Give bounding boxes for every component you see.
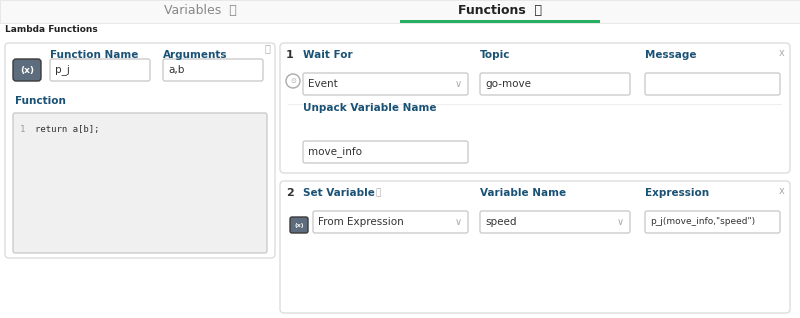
Text: p_j: p_j	[55, 65, 70, 75]
Text: Variable Name: Variable Name	[480, 188, 566, 198]
Text: ⊙: ⊙	[290, 78, 296, 84]
Text: 1: 1	[286, 50, 294, 60]
FancyBboxPatch shape	[280, 43, 790, 173]
Text: 2: 2	[286, 188, 294, 198]
Text: x: x	[779, 186, 785, 196]
Text: ∨: ∨	[454, 217, 462, 227]
Bar	[0, 0, 800, 23]
Text: Lambda Functions: Lambda Functions	[5, 24, 98, 33]
Text: Unpack Variable Name: Unpack Variable Name	[303, 103, 437, 113]
Text: go-move: go-move	[485, 79, 531, 89]
FancyBboxPatch shape	[163, 59, 263, 81]
Text: speed: speed	[485, 217, 517, 227]
FancyBboxPatch shape	[280, 181, 790, 313]
Text: Expression: Expression	[645, 188, 709, 198]
Text: 🔒: 🔒	[264, 43, 270, 53]
FancyBboxPatch shape	[313, 211, 468, 233]
Text: (x): (x)	[294, 223, 304, 227]
Text: From Expression: From Expression	[318, 217, 404, 227]
Text: move_info: move_info	[308, 147, 362, 157]
Text: Set Variable: Set Variable	[303, 188, 375, 198]
Text: Event: Event	[308, 79, 338, 89]
Text: ∨: ∨	[617, 217, 623, 227]
FancyBboxPatch shape	[5, 43, 275, 258]
Text: p_j(move_info,"speed"): p_j(move_info,"speed")	[650, 218, 755, 226]
Text: return a[b];: return a[b];	[35, 125, 99, 134]
Text: 1: 1	[20, 125, 26, 134]
FancyBboxPatch shape	[645, 73, 780, 95]
Text: Wait For: Wait For	[303, 50, 353, 60]
Text: Topic: Topic	[480, 50, 510, 60]
FancyBboxPatch shape	[13, 113, 267, 253]
Text: Function: Function	[15, 96, 66, 106]
Text: x: x	[779, 48, 785, 58]
Text: (x): (x)	[20, 66, 34, 74]
Text: a,b: a,b	[168, 65, 184, 75]
Bar	[400, 20, 600, 23]
Text: Function Name: Function Name	[50, 50, 138, 60]
FancyBboxPatch shape	[303, 73, 468, 95]
Bar	[288, 104, 782, 105]
FancyBboxPatch shape	[480, 73, 630, 95]
Text: Functions  ⓘ: Functions ⓘ	[458, 3, 542, 17]
Text: ⓘ: ⓘ	[375, 189, 380, 197]
FancyBboxPatch shape	[290, 217, 308, 233]
FancyBboxPatch shape	[645, 211, 780, 233]
Text: Arguments: Arguments	[163, 50, 227, 60]
Text: Variables  ⓘ: Variables ⓘ	[164, 3, 236, 17]
Text: ∨: ∨	[454, 79, 462, 89]
Text: Message: Message	[645, 50, 697, 60]
FancyBboxPatch shape	[303, 141, 468, 163]
FancyBboxPatch shape	[13, 59, 41, 81]
FancyBboxPatch shape	[50, 59, 150, 81]
FancyBboxPatch shape	[480, 211, 630, 233]
